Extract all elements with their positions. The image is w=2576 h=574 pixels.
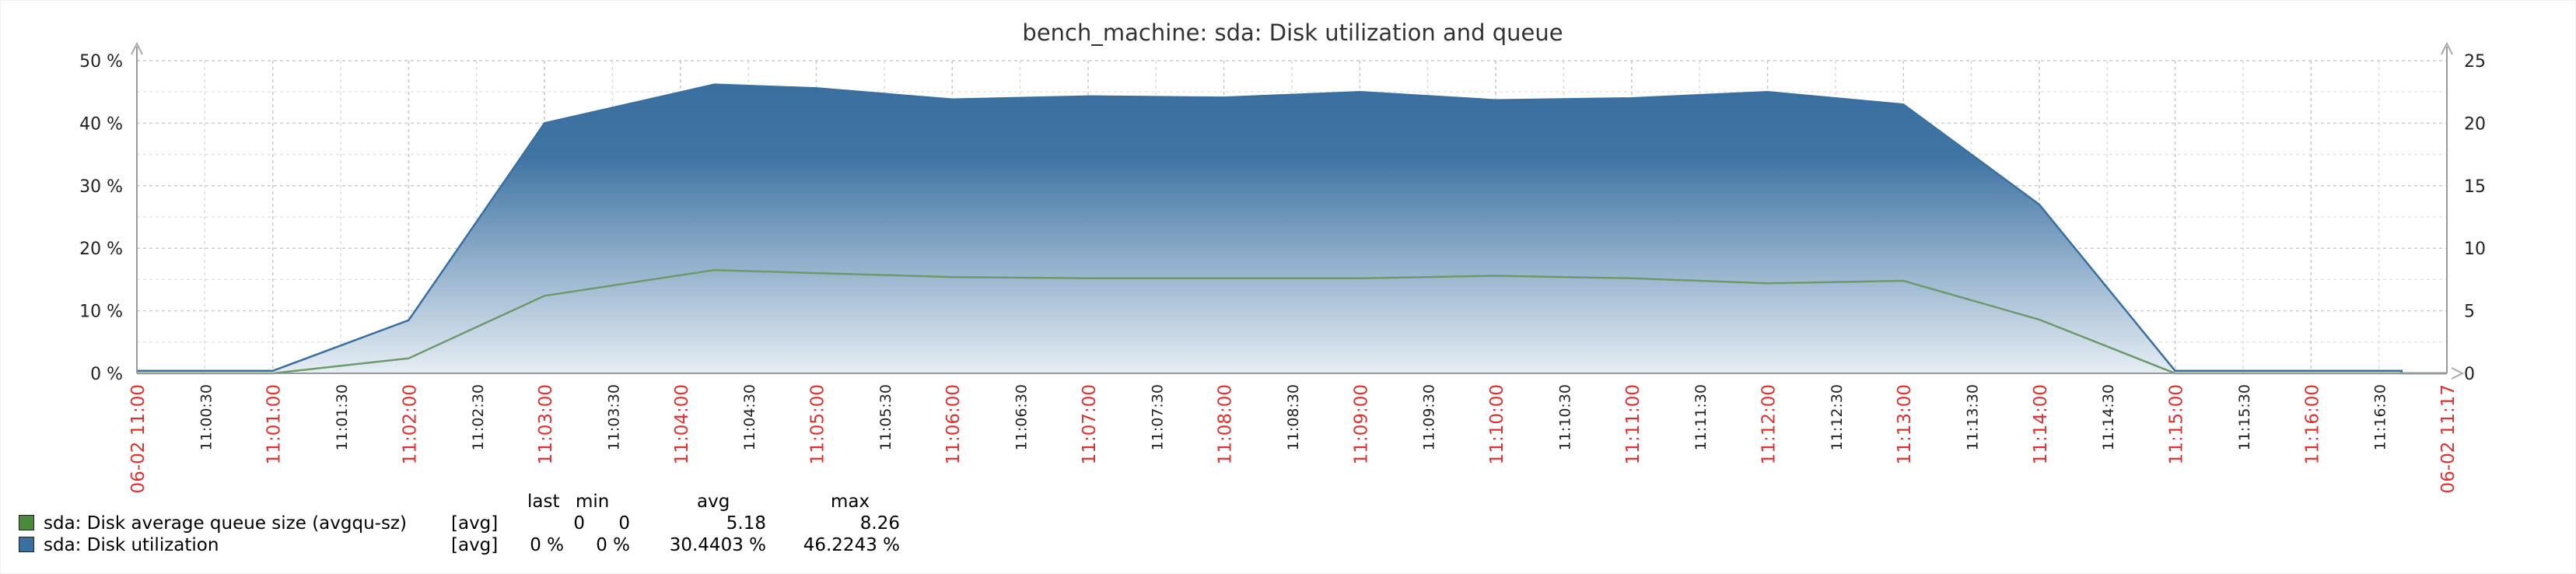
legend-max-queue: 8.26 <box>859 513 900 534</box>
y-right-tick-label: 15 <box>2464 177 2486 197</box>
x-tick-label-major: 11:06:00 <box>943 384 964 464</box>
legend-name-utilization: sda: Disk utilization <box>44 535 219 555</box>
y-left-tick-label: 0 % <box>90 365 123 384</box>
legend-swatch-utilization <box>19 537 34 552</box>
legend-min-queue: 0 <box>618 513 630 534</box>
x-tick-label-major: 11:12:00 <box>1759 384 1780 464</box>
x-tick-label-minor: 11:16:30 <box>2372 384 2389 450</box>
legend-last-queue: 0 <box>573 513 585 534</box>
x-tick-label-minor: 11:13:30 <box>1965 384 1982 450</box>
x-tick-label-major: 11:13:00 <box>1895 384 1915 464</box>
legend-header-max: max <box>831 492 870 512</box>
x-axis-labels: 11:00:30 11:01:00 11:01:30 11:02:00 11:02:30… <box>128 384 2459 493</box>
y-axis-labels: 0 % 10 % 20 % 30 % 40 % 50 % 0 5 10 15 20 25 <box>79 52 2486 384</box>
x-tick-label-minor: 11:15:30 <box>2236 384 2253 450</box>
y-right-tick-label: 10 <box>2464 240 2486 259</box>
legend-func-queue: [avg] <box>451 513 499 534</box>
legend-row-queue: sda: Disk average queue size (avgqu-sz) … <box>0 513 933 535</box>
legend-last-utilization: 0 % <box>530 535 564 555</box>
x-tick-label-minor: 11:07:30 <box>1149 384 1166 450</box>
x-tick-label-major: 11:01:00 <box>264 384 285 464</box>
x-tick-label-minor: 11:12:30 <box>1829 384 1846 450</box>
legend-name-queue: sda: Disk average queue size (avgqu-sz) <box>44 513 407 534</box>
y-right-tick-label: 25 <box>2464 52 2486 72</box>
queue-size-line <box>137 268 2447 375</box>
x-tick-label-minor: 11:08:30 <box>1285 384 1302 450</box>
y-left-tick-label: 10 % <box>79 303 123 322</box>
x-edge-label-end: 06-02 11:17 <box>2438 384 2459 493</box>
y-left-tick-label: 40 % <box>79 114 123 134</box>
legend-min-utilization: 0 % <box>596 535 630 555</box>
x-tick-label-minor: 11:09:30 <box>1421 384 1438 450</box>
x-tick-label-minor: 11:05:30 <box>877 384 894 450</box>
x-tick-label-major: 11:11:00 <box>1623 384 1643 464</box>
x-tick-label-minor: 11:11:30 <box>1692 384 1710 450</box>
legend: last min avg max sda: Disk average queue… <box>0 492 933 562</box>
x-axis-arrow <box>2451 367 2465 380</box>
x-tick-label-minor: 11:10:30 <box>1556 384 1573 450</box>
y-right-tick-label: 0 <box>2464 365 2475 384</box>
axes <box>131 41 2465 380</box>
legend-header-last: last <box>527 492 560 512</box>
plot-series <box>137 83 2447 375</box>
y-left-tick-label: 20 % <box>79 240 123 259</box>
x-edge-label-start: 06-02 11:00 <box>128 384 149 493</box>
chart-title: bench_machine: sda: Disk utilization and… <box>1022 19 1563 46</box>
x-tick-label-major: 11:07:00 <box>1080 384 1100 464</box>
y-left-tick-label: 50 % <box>79 52 123 72</box>
x-tick-label-major: 11:09:00 <box>1351 384 1371 464</box>
x-tick-label-minor: 11:01:30 <box>334 384 351 450</box>
y-left-tick-label: 30 % <box>79 177 123 197</box>
x-tick-label-major: 11:02:00 <box>400 384 420 464</box>
x-tick-label-major: 11:04:00 <box>672 384 692 464</box>
legend-header-avg: avg <box>697 492 730 512</box>
x-tick-label-major: 11:15:00 <box>2167 384 2187 464</box>
x-tick-label-minor: 11:04:30 <box>741 384 758 450</box>
x-tick-label-major: 11:14:00 <box>2031 384 2051 464</box>
x-tick-label-major: 11:10:00 <box>1487 384 1507 464</box>
y-axis-left-arrow <box>131 41 143 55</box>
x-tick-label-major: 11:08:00 <box>1216 384 1236 464</box>
y-right-tick-label: 20 <box>2464 114 2486 134</box>
legend-swatch-queue <box>19 515 34 530</box>
x-tick-label-minor: 11:14:30 <box>2100 384 2117 450</box>
x-tick-label-major: 11:16:00 <box>2302 384 2322 464</box>
x-tick-label-major: 11:03:00 <box>536 384 556 464</box>
legend-avg-queue: 5.18 <box>726 513 766 534</box>
x-tick-label-minor: 11:03:30 <box>606 384 623 450</box>
y-axis-right-arrow <box>2441 41 2453 55</box>
y-right-tick-label: 5 <box>2464 303 2475 322</box>
legend-header-min: min <box>576 492 610 512</box>
utilization-area <box>137 84 2447 373</box>
legend-max-utilization: 46.2243 % <box>803 535 900 555</box>
utilization-line <box>137 83 2447 375</box>
x-tick-label-minor: 11:02:30 <box>470 384 487 450</box>
legend-row-utilization: sda: Disk utilization [avg] 0 % 0 % 30.4… <box>0 535 933 557</box>
x-tick-label-minor: 11:00:30 <box>198 384 215 450</box>
legend-avg-utilization: 30.4403 % <box>669 535 766 555</box>
x-tick-label-minor: 11:06:30 <box>1013 384 1031 450</box>
legend-func-utilization: [avg] <box>451 535 499 555</box>
x-tick-label-major: 11:05:00 <box>808 384 828 464</box>
